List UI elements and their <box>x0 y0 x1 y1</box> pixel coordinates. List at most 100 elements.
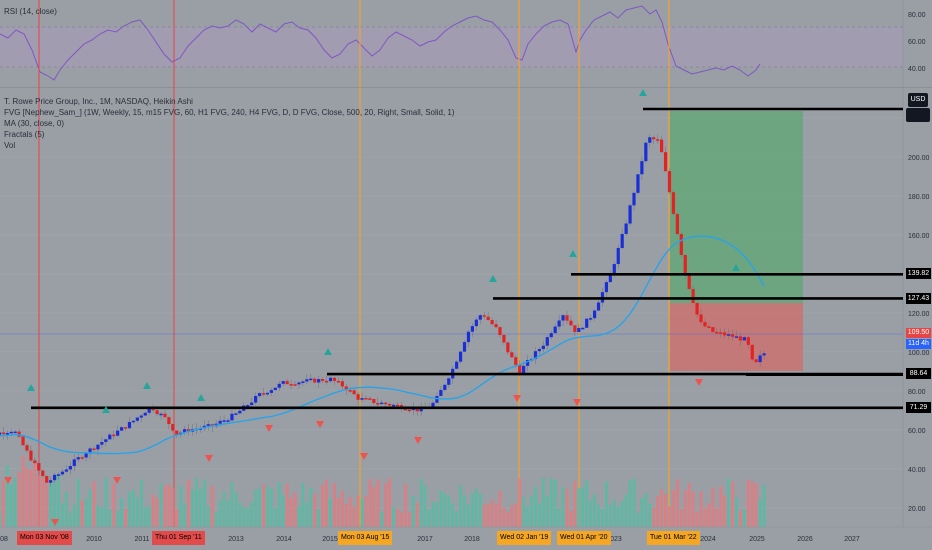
candle-body <box>171 424 175 431</box>
legend-vol: Vol <box>4 141 16 150</box>
volume-bar <box>218 500 222 527</box>
volume-bar <box>45 483 49 527</box>
volume-bar <box>72 504 76 527</box>
fractal-up-icon <box>732 264 740 271</box>
rsi-tick-label: 80.00 <box>908 12 926 19</box>
candle-body <box>360 398 364 400</box>
volume-bar <box>699 491 703 527</box>
candle-body <box>478 315 482 320</box>
candle-body <box>88 448 92 454</box>
candle-body <box>592 310 597 319</box>
candle-body <box>352 390 356 395</box>
top-price-tag <box>906 108 930 122</box>
volume-bar <box>214 512 218 527</box>
candle-body <box>261 393 266 395</box>
candle-body <box>447 378 451 385</box>
candle-body <box>68 466 72 470</box>
volume-bar <box>664 494 668 527</box>
legend-fvg: FVG [Nephew_Sam_] (1W, Weekly, 15, m15 F… <box>4 108 455 117</box>
volume-bar <box>754 483 758 527</box>
candle-body <box>458 351 463 362</box>
candle-body <box>135 417 139 421</box>
candle-body <box>537 349 542 352</box>
volume-bar <box>604 481 608 527</box>
volume-bar <box>309 487 313 527</box>
volume-bar <box>202 479 206 527</box>
volume-bar <box>179 486 183 527</box>
volume-bar <box>254 489 258 527</box>
candle-body <box>96 444 100 450</box>
candle-body <box>742 337 746 341</box>
candle-body <box>0 432 1 435</box>
candle-body <box>356 394 360 400</box>
candle-body <box>506 342 510 353</box>
candle-body <box>703 322 707 327</box>
candle-body <box>336 380 340 383</box>
volume-bar <box>636 512 640 527</box>
fractal-up-icon <box>143 382 151 389</box>
volume-bar <box>147 506 151 527</box>
candle-body <box>470 326 474 332</box>
legend-symbol: T. Rowe Price Group, Inc., 1M, NASDAQ, H… <box>4 97 193 106</box>
volume-bar <box>372 486 376 527</box>
rsi-tick-label: 60.00 <box>908 39 926 46</box>
volume-bar <box>21 455 25 527</box>
volume-bar <box>652 507 656 527</box>
volume-bar <box>667 506 671 527</box>
candle-body <box>585 318 589 328</box>
volume-bar <box>112 483 116 527</box>
volume-bar <box>415 502 419 527</box>
candle-body <box>104 439 108 443</box>
fractal-up-icon <box>569 250 577 257</box>
volume-bar <box>675 479 679 527</box>
volume-bar <box>498 490 502 527</box>
volume-bar <box>340 490 344 527</box>
candle-body <box>100 442 104 445</box>
candle-body <box>119 427 124 431</box>
candle-body <box>723 332 727 336</box>
volume-bar <box>68 512 72 527</box>
volume-bar <box>396 508 400 527</box>
candle-body <box>671 192 676 214</box>
volume-bar <box>100 507 104 527</box>
volume-bar <box>411 496 415 527</box>
x-tick-label: 2023 <box>606 536 622 543</box>
volume-bar <box>727 478 731 527</box>
candle-body <box>108 434 112 440</box>
volume-bar <box>486 504 490 527</box>
candle-body <box>155 410 159 415</box>
candle-body <box>328 377 333 382</box>
volume-bar <box>530 495 534 527</box>
candle-body <box>234 413 238 415</box>
candle-body <box>596 302 601 311</box>
fractal-down-icon <box>316 421 324 428</box>
volume-bar <box>198 488 202 527</box>
rsi-title: RSI (14, close) <box>4 7 57 16</box>
candle-body <box>758 355 762 363</box>
candle-body <box>482 315 486 317</box>
volume-bar <box>317 509 321 527</box>
volume-bar <box>25 468 29 527</box>
candle-body <box>384 402 388 405</box>
candle-body <box>175 430 179 435</box>
fractal-down-icon <box>113 477 121 484</box>
currency-button[interactable]: USD <box>908 93 928 107</box>
x-tick-label: 2014 <box>276 536 292 543</box>
candle-body <box>281 381 285 384</box>
volume-bar <box>616 505 620 527</box>
volume-bar <box>589 500 593 527</box>
volume-bar <box>719 486 723 527</box>
volume-bar <box>746 479 750 527</box>
volume-bar <box>80 500 84 527</box>
fractal-down-icon <box>4 477 12 484</box>
volume-bar <box>545 495 549 527</box>
volume-bar <box>762 484 766 527</box>
candle-body <box>313 378 317 383</box>
volume-bar <box>742 509 746 527</box>
volume-bar <box>478 493 482 527</box>
candle-body <box>187 429 191 432</box>
candle-body <box>45 476 49 483</box>
volume-bar <box>384 483 388 527</box>
candle-body <box>569 320 573 326</box>
candle-body <box>738 336 743 341</box>
